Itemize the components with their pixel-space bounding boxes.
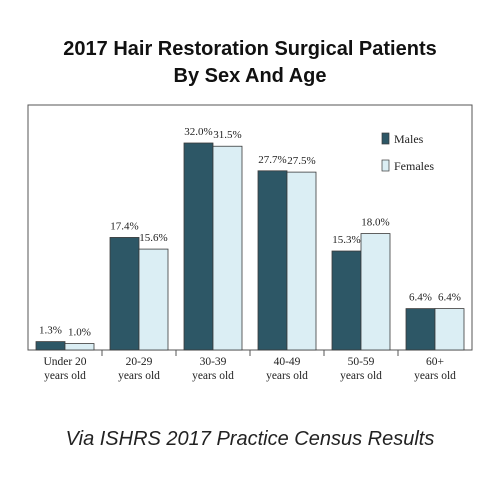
x-tick-label-0-line-1: Under 20 <box>43 356 86 368</box>
x-tick-label-2-line-2: years old <box>192 370 234 382</box>
legend-label-males: Males <box>394 132 424 146</box>
data-label-males-0: 1.3% <box>39 325 62 337</box>
data-label-females-2: 31.5% <box>213 129 241 141</box>
chart-title-line-1: 2017 Hair Restoration Surgical Patients <box>63 38 437 60</box>
data-label-females-5: 6.4% <box>438 292 461 304</box>
data-label-males-1: 17.4% <box>110 220 138 232</box>
bar-females-0 <box>64 343 95 351</box>
x-tick-label-1-line-1: 20-29 <box>126 356 153 368</box>
x-tick-label-2-line-1: 30-39 <box>200 356 227 368</box>
legend-swatch-females <box>381 159 390 172</box>
bar-males-5 <box>405 308 436 351</box>
bar-females-1 <box>138 248 169 351</box>
bar-males-4 <box>331 250 362 351</box>
data-label-females-0: 1.0% <box>68 327 91 339</box>
x-tick-label-4-line-1: 50-59 <box>348 356 375 368</box>
bar-males-1 <box>109 237 140 351</box>
legend-swatch-males <box>381 132 390 145</box>
data-label-males-5: 6.4% <box>409 292 432 304</box>
chart-title-line-2: By Sex And Age <box>173 65 327 87</box>
x-tick-label-4-line-2: years old <box>340 370 382 382</box>
data-label-males-2: 32.0% <box>184 126 212 138</box>
chart-source-footer: Via ISHRS 2017 Practice Census Results <box>65 428 435 450</box>
data-label-females-4: 18.0% <box>361 217 389 229</box>
data-label-males-4: 15.3% <box>332 234 360 246</box>
bar-females-5 <box>434 308 465 351</box>
bar-males-0 <box>35 341 66 351</box>
bar-males-2 <box>183 142 214 351</box>
bar-females-3 <box>286 171 317 351</box>
bar-females-4 <box>360 233 391 351</box>
x-tick-label-5-line-2: years old <box>414 370 456 382</box>
x-tick-label-3-line-1: 40-49 <box>274 356 301 368</box>
x-tick-label-5-line-1: 60+ <box>426 356 444 368</box>
data-label-males-3: 27.7% <box>258 154 286 166</box>
x-tick-label-3-line-2: years old <box>266 370 308 382</box>
x-tick-label-1-line-2: years old <box>118 370 160 382</box>
x-tick-label-0-line-2: years old <box>44 370 86 382</box>
data-label-females-1: 15.6% <box>139 232 167 244</box>
legend-label-females: Females <box>394 159 434 173</box>
bar-females-2 <box>212 145 243 351</box>
bar-males-3 <box>257 170 288 351</box>
data-label-females-3: 27.5% <box>287 155 315 167</box>
